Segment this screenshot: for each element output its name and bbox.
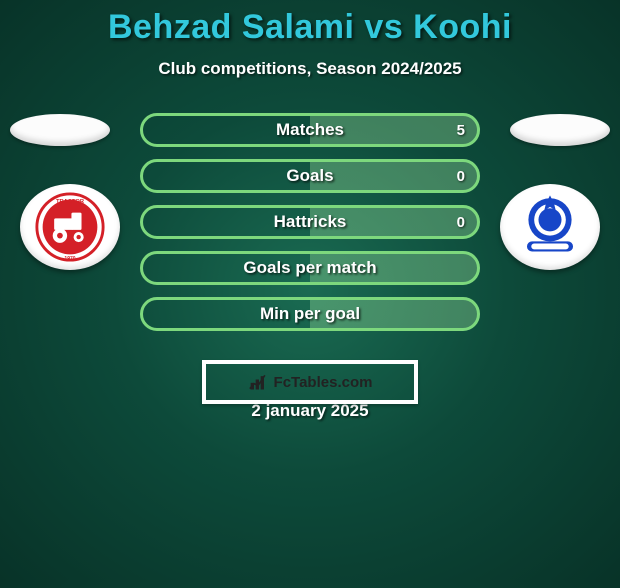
bar-chart-icon <box>248 372 270 392</box>
left-team-crest: TRACTOR 1970 <box>20 184 120 270</box>
watermark-text: FcTables.com <box>274 374 373 391</box>
stat-pill: Goals 0 <box>140 159 480 193</box>
stat-row: Matches 5 <box>0 109 620 155</box>
stat-right-value: 0 <box>457 162 465 190</box>
stat-pill: Hattricks 0 <box>140 205 480 239</box>
stat-pill: Min per goal <box>140 297 480 331</box>
watermark: FcTables.com <box>202 360 418 404</box>
stat-label: Matches <box>276 120 344 140</box>
esteghlal-crest-icon <box>512 191 588 263</box>
stat-right-value: 0 <box>457 208 465 236</box>
footer-date: 2 january 2025 <box>0 401 620 421</box>
page-title: Behzad Salami vs Koohi <box>0 8 620 47</box>
left-value-ellipse <box>10 114 110 146</box>
stat-pill: Matches 5 <box>140 113 480 147</box>
stat-right-value: 5 <box>457 116 465 144</box>
svg-text:TRACTOR: TRACTOR <box>56 199 85 205</box>
stat-label: Min per goal <box>260 304 360 324</box>
stat-label: Goals <box>286 166 333 186</box>
stat-row: Min per goal <box>0 293 620 339</box>
right-team-crest <box>500 184 600 270</box>
stat-label: Hattricks <box>274 212 347 232</box>
stat-pill: Goals per match <box>140 251 480 285</box>
tractor-crest-icon: TRACTOR 1970 <box>32 191 108 263</box>
page-subtitle: Club competitions, Season 2024/2025 <box>0 59 620 79</box>
stat-label: Goals per match <box>243 258 376 278</box>
right-value-ellipse <box>510 114 610 146</box>
svg-text:1970: 1970 <box>64 256 75 262</box>
